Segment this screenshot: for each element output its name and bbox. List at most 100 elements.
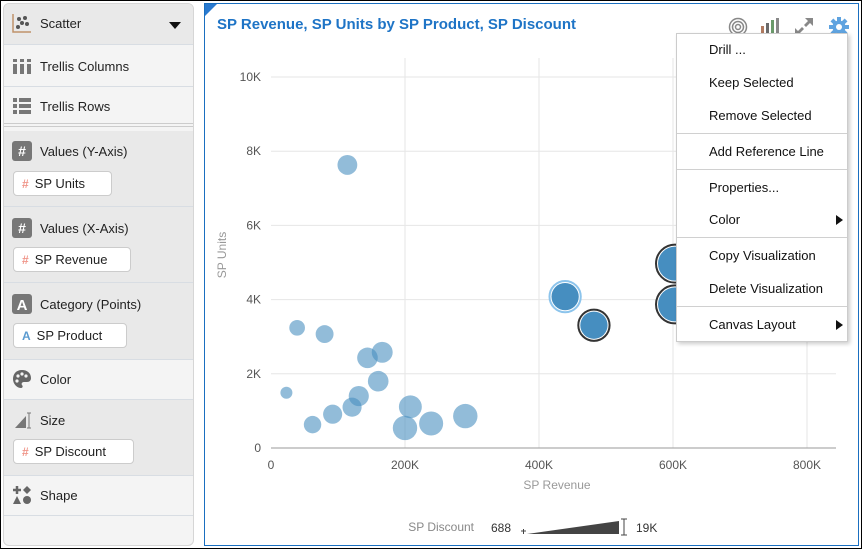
color-label: Color (40, 371, 72, 387)
y-axis-field-pill[interactable]: # SP Units (13, 171, 112, 196)
x-tick-label: 200K (391, 458, 419, 472)
x-axis-drop[interactable]: # Values (X-Axis) # SP Revenue (4, 207, 193, 283)
category-label: Category (Points) (40, 296, 142, 312)
data-point[interactable] (348, 385, 369, 407)
data-point[interactable] (289, 319, 305, 336)
menu-item-remove-selected[interactable]: Remove Selected (709, 108, 812, 123)
field-name: SP Product (36, 328, 103, 343)
number-icon: # (12, 141, 32, 161)
x-tick-label: 0 (268, 458, 275, 472)
size-label: Size (40, 412, 66, 428)
viz-title: SP Revenue, SP Units by SP Product, SP D… (217, 16, 576, 33)
x-axis-field-pill[interactable]: # SP Revenue (13, 247, 131, 272)
menu-item-keep-selected[interactable]: Keep Selected (709, 75, 794, 90)
x-tick-label: 400K (525, 458, 553, 472)
category-field-pill[interactable]: A SP Product (13, 323, 127, 348)
menu-item-add-reference-line[interactable]: Add Reference Line (709, 144, 824, 159)
menu-item-label: Canvas Layout (709, 317, 796, 332)
x-axis-title: SP Revenue (523, 478, 590, 492)
data-point[interactable] (367, 370, 389, 392)
color-drop[interactable]: Color (4, 360, 193, 400)
scatter-icon (12, 13, 32, 33)
trellis-rows-drop[interactable]: Trellis Rows (4, 87, 193, 127)
submenu-arrow-icon (836, 215, 843, 225)
grammar-panel: Scatter Trellis Columns Trellis Rows # Va… (3, 3, 194, 546)
data-point[interactable] (323, 404, 343, 424)
gear-icon[interactable] (829, 17, 849, 37)
svg-text:#: # (18, 220, 26, 236)
menu-item-delete-visualization[interactable]: Delete Visualization (709, 281, 823, 296)
menu-separator (677, 306, 847, 307)
size-field-pill[interactable]: # SP Discount (13, 439, 134, 464)
submenu-arrow-icon (836, 320, 843, 330)
viz-type-selector[interactable]: Scatter (4, 4, 193, 45)
category-drop[interactable]: A Category (Points) A SP Product (4, 283, 193, 360)
y-tick-label: 0 (254, 441, 261, 455)
data-point[interactable] (580, 311, 608, 339)
data-point[interactable] (419, 411, 444, 436)
field-name: SP Discount (34, 444, 106, 459)
menu-separator (677, 133, 847, 134)
menu-item-properties[interactable]: Properties... (709, 180, 780, 195)
y-axis-label: Values (Y-Axis) (40, 143, 128, 159)
trellis-rows-label: Trellis Rows (40, 98, 111, 114)
rows-icon (12, 96, 32, 116)
number-icon: # (22, 444, 29, 459)
data-point[interactable] (398, 395, 422, 419)
size-icon (12, 410, 32, 430)
size-drop[interactable]: Size # SP Discount (4, 400, 193, 476)
field-name: SP Revenue (34, 252, 108, 267)
y-tick-label: 4K (246, 293, 261, 307)
bar-chart-icon[interactable] (760, 17, 780, 37)
chevron-down-icon[interactable] (169, 22, 181, 29)
data-point[interactable] (337, 155, 358, 175)
trellis-columns-drop[interactable]: Trellis Columns (4, 45, 193, 87)
columns-icon (12, 56, 32, 76)
menu-separator (677, 237, 847, 238)
data-point[interactable] (453, 403, 478, 429)
x-tick-label: 600K (659, 458, 687, 472)
menu-item-copy-visualization[interactable]: Copy Visualization (709, 248, 816, 263)
data-point[interactable] (303, 415, 322, 434)
context-menu: Drill ... Keep Selected Remove Selected … (676, 33, 848, 342)
y-tick-label: 8K (246, 144, 261, 158)
palette-icon (12, 369, 32, 389)
size-legend-max-mark (621, 518, 627, 536)
y-axis-drop[interactable]: # Values (Y-Axis) # SP Units (4, 131, 193, 207)
x-tick-label: 800K (793, 458, 821, 472)
data-point[interactable] (392, 415, 418, 441)
x-axis-label: Values (X-Axis) (40, 220, 129, 236)
field-name: SP Units (34, 176, 86, 191)
y-tick-label: 6K (246, 218, 261, 232)
svg-text:A: A (17, 297, 28, 314)
number-icon: # (22, 176, 29, 191)
data-point[interactable] (315, 325, 334, 344)
size-legend-max: 19K (636, 521, 657, 535)
text-attribute-icon: A (12, 294, 32, 314)
text-attribute-icon: A (22, 328, 31, 343)
y-axis-title: SP Units (215, 232, 229, 278)
number-icon: # (22, 252, 29, 267)
trellis-columns-label: Trellis Columns (40, 58, 130, 74)
size-legend-min-mark (521, 529, 526, 534)
data-point[interactable] (371, 341, 393, 363)
menu-item-canvas-layout[interactable]: Canvas Layout (677, 311, 847, 339)
size-legend-min: 688 (491, 521, 511, 535)
data-point[interactable] (280, 386, 293, 399)
number-icon: # (12, 218, 32, 238)
visualization-panel[interactable]: SP Revenue, SP Units by SP Product, SP D… (204, 3, 859, 546)
selected-corner-marker (205, 4, 217, 16)
data-point[interactable] (551, 283, 579, 311)
size-legend-ramp (527, 521, 619, 534)
shapes-icon (12, 485, 32, 505)
menu-separator (677, 169, 847, 170)
menu-item-label: Color (709, 212, 741, 227)
svg-text:#: # (18, 143, 26, 159)
y-tick-label: 10K (240, 70, 261, 84)
menu-item-drill[interactable]: Drill ... (709, 42, 746, 57)
y-tick-label: 2K (246, 367, 261, 381)
shape-drop[interactable]: Shape (4, 476, 193, 516)
menu-item-color[interactable]: Color (677, 206, 847, 234)
shape-label: Shape (40, 487, 78, 503)
